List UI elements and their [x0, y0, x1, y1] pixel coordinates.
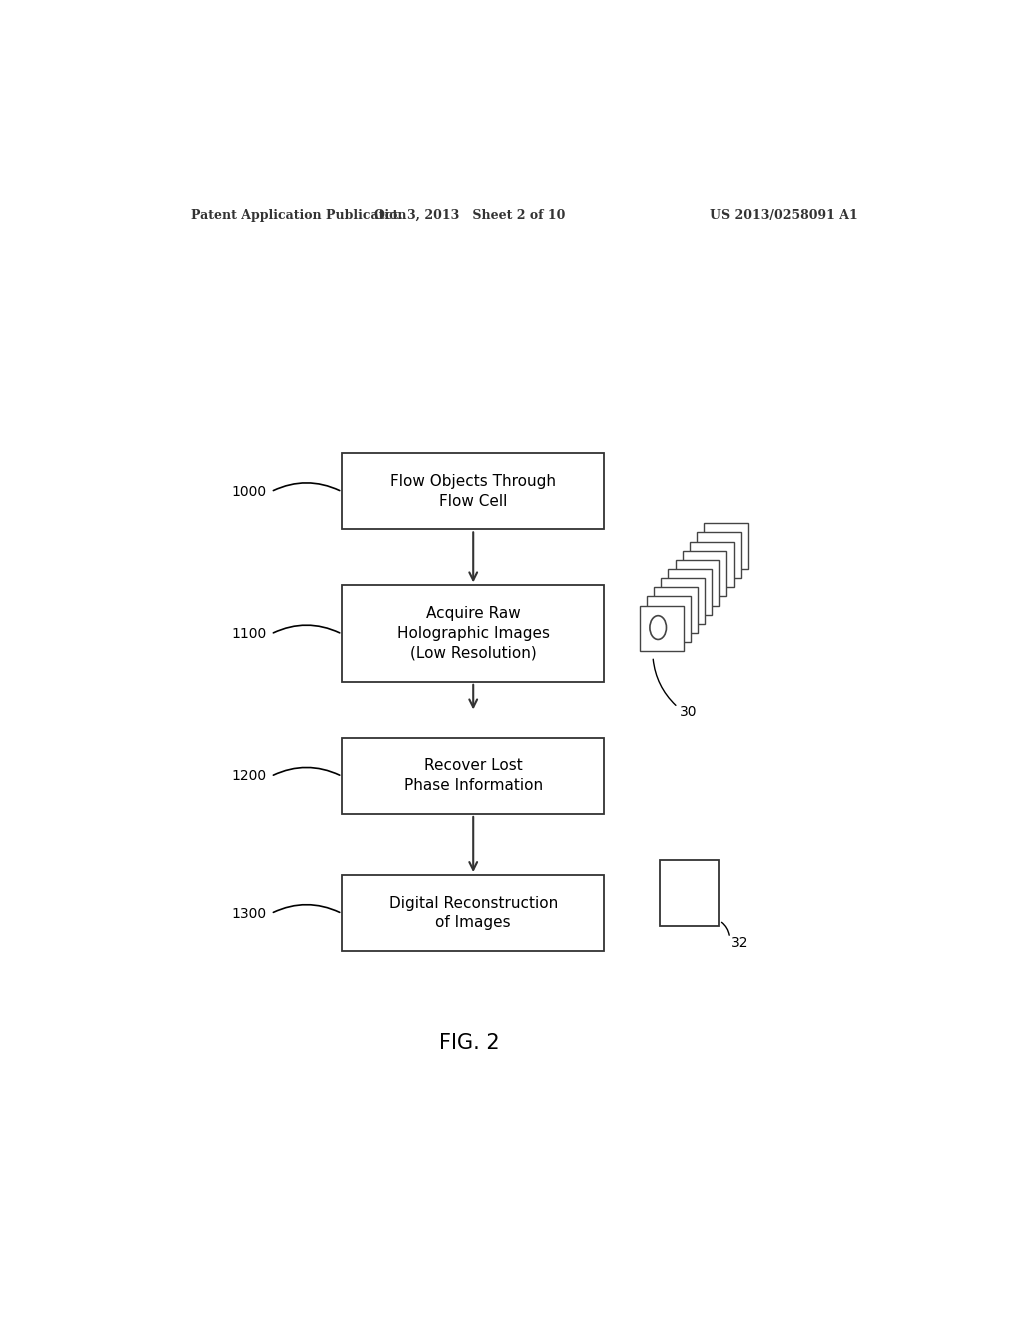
- Bar: [659, 859, 719, 925]
- Bar: [690, 541, 733, 587]
- Bar: [669, 569, 712, 615]
- Text: 32: 32: [731, 936, 749, 950]
- Text: 30: 30: [680, 705, 697, 719]
- Text: Flow Objects Through
Flow Cell: Flow Objects Through Flow Cell: [390, 474, 556, 508]
- Bar: [647, 597, 690, 643]
- Bar: [705, 523, 748, 569]
- Bar: [640, 606, 684, 651]
- Bar: [662, 578, 705, 624]
- Text: 1300: 1300: [231, 907, 267, 920]
- Ellipse shape: [650, 615, 667, 639]
- Text: Oct. 3, 2013   Sheet 2 of 10: Oct. 3, 2013 Sheet 2 of 10: [374, 209, 565, 222]
- Bar: [676, 560, 719, 606]
- Bar: [342, 453, 604, 529]
- Text: Acquire Raw
Holographic Images
(Low Resolution): Acquire Raw Holographic Images (Low Reso…: [396, 606, 550, 661]
- Bar: [683, 550, 726, 597]
- Bar: [654, 587, 697, 634]
- Text: 1100: 1100: [231, 627, 267, 642]
- Bar: [697, 532, 740, 578]
- Bar: [342, 875, 604, 952]
- Text: US 2013/0258091 A1: US 2013/0258091 A1: [711, 209, 858, 222]
- Text: 1200: 1200: [231, 770, 267, 783]
- Bar: [342, 738, 604, 814]
- Bar: [342, 585, 604, 682]
- Text: Digital Reconstruction
of Images: Digital Reconstruction of Images: [388, 896, 558, 931]
- Text: FIG. 2: FIG. 2: [439, 1032, 500, 1052]
- Text: Patent Application Publication: Patent Application Publication: [191, 209, 407, 222]
- Text: Recover Lost
Phase Information: Recover Lost Phase Information: [403, 759, 543, 793]
- Text: 1000: 1000: [231, 484, 267, 499]
